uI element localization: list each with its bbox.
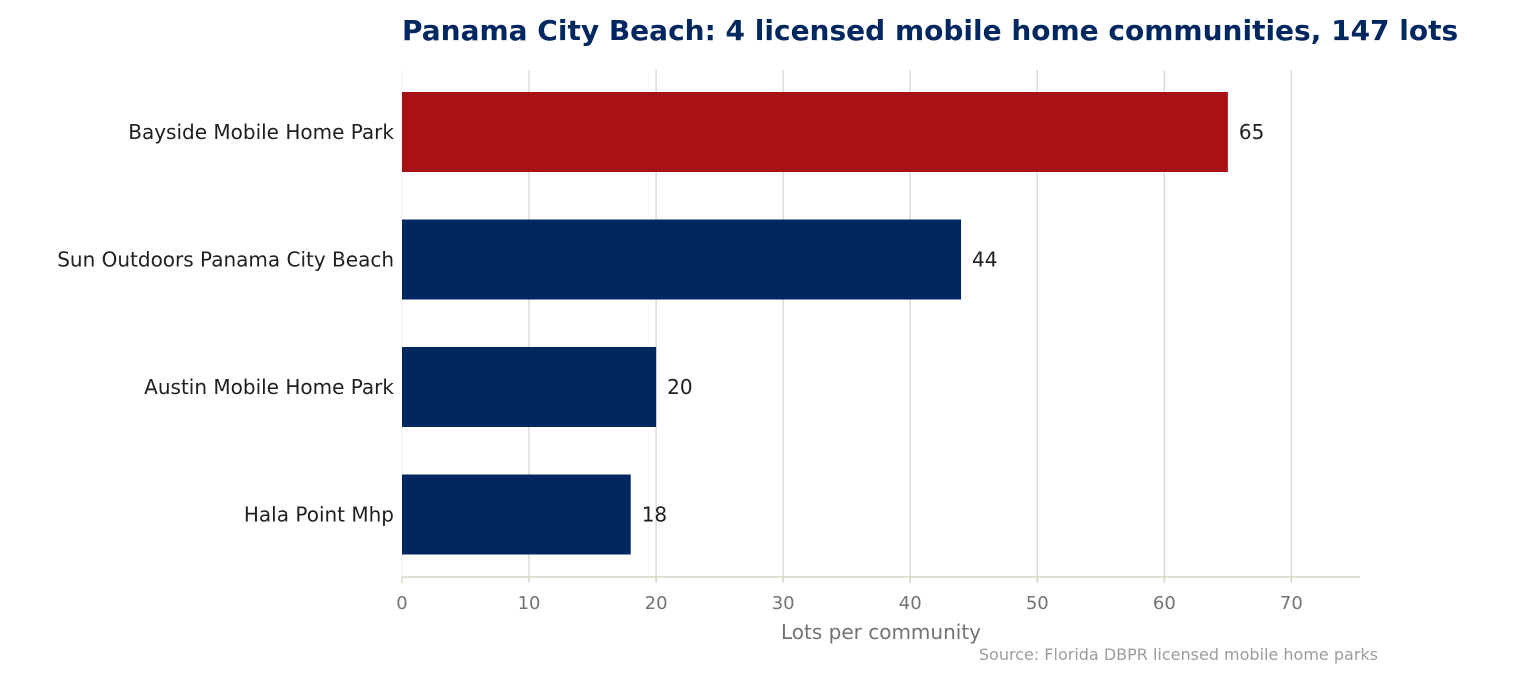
x-tick-label: 70 xyxy=(1280,593,1303,614)
x-tick-label: 50 xyxy=(1026,593,1049,614)
value-label: 65 xyxy=(1239,120,1264,144)
value-label: 20 xyxy=(667,375,692,399)
x-axis-title: Lots per community xyxy=(781,620,981,644)
bar xyxy=(402,219,962,300)
x-tick-label: 40 xyxy=(899,593,922,614)
bar xyxy=(402,474,631,555)
category-label: Bayside Mobile Home Park xyxy=(128,120,394,144)
chart-title: Panama City Beach: 4 licensed mobile hom… xyxy=(402,14,1458,47)
x-tick-label: 60 xyxy=(1153,593,1176,614)
x-tick-label: 20 xyxy=(645,593,668,614)
source-note: Source: Florida DBPR licensed mobile hom… xyxy=(979,645,1378,664)
value-label: 44 xyxy=(972,248,997,272)
value-label: 18 xyxy=(642,503,667,527)
x-tick-label: 0 xyxy=(396,593,407,614)
x-tick-label: 30 xyxy=(772,593,795,614)
category-label: Austin Mobile Home Park xyxy=(144,375,394,399)
x-tick-label: 10 xyxy=(518,593,541,614)
bar xyxy=(402,92,1228,172)
bars: Bayside Mobile Home Park 65 Sun Outdoors P… xyxy=(57,92,1264,555)
x-axis: 0 10 20 30 40 50 60 70 xyxy=(396,576,1360,614)
category-label: Sun Outdoors Panama City Beach xyxy=(57,248,394,272)
category-label: Hala Point Mhp xyxy=(244,503,394,527)
bar xyxy=(402,347,657,427)
